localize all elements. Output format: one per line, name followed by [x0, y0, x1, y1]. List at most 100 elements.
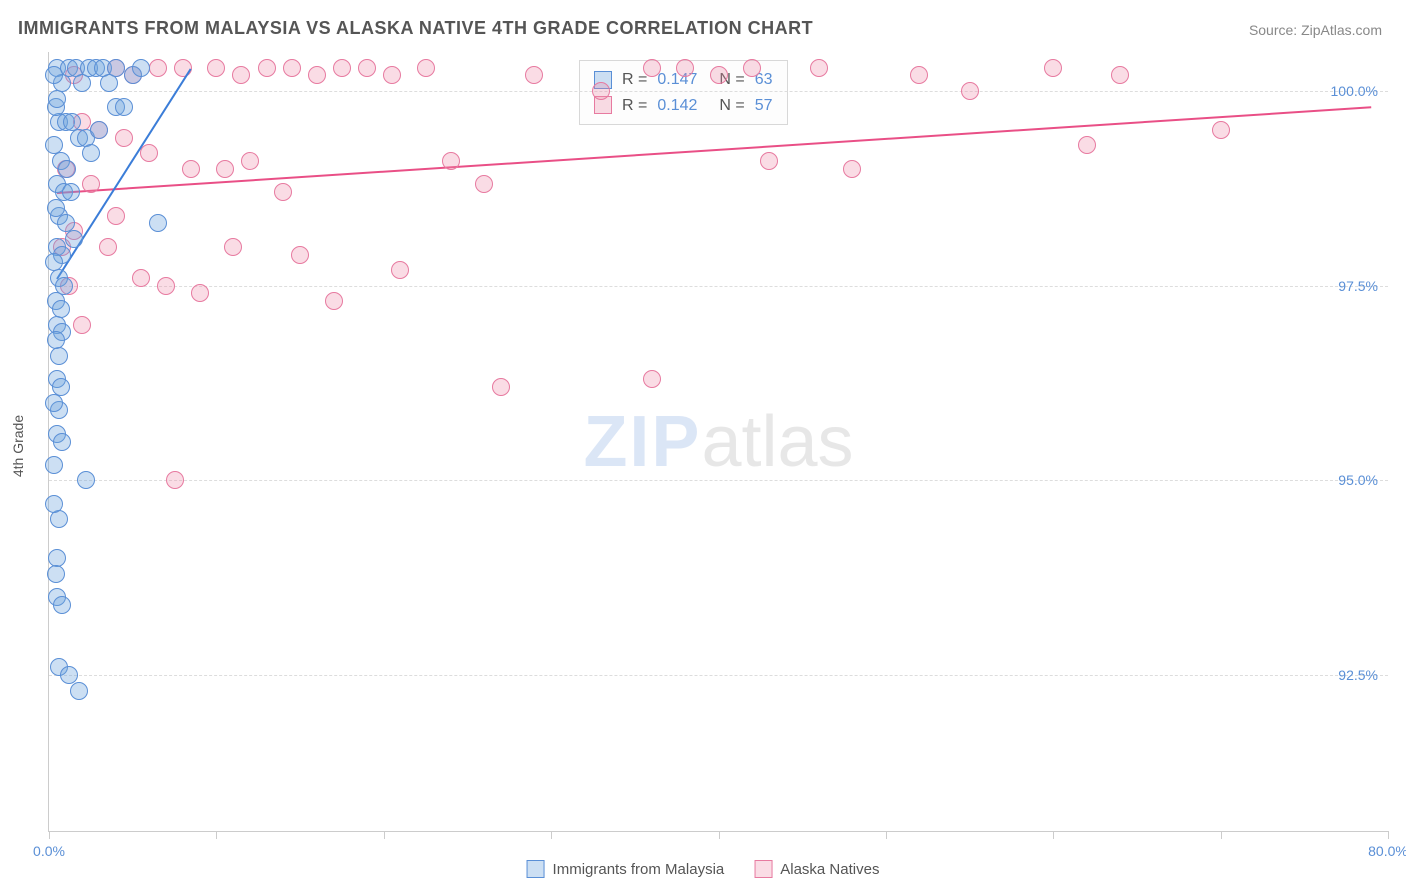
stats-legend-row: R =0.142N =57: [594, 93, 773, 119]
data-point: [743, 59, 761, 77]
data-point: [70, 682, 88, 700]
data-point: [475, 175, 493, 193]
data-point: [1078, 136, 1096, 154]
plot-area: ZIPatlas R =0.147N =63R =0.142N =57 92.5…: [48, 52, 1388, 832]
data-point: [492, 378, 510, 396]
data-point: [45, 394, 63, 412]
x-tick: [384, 831, 385, 839]
x-tick: [719, 831, 720, 839]
x-tick: [886, 831, 887, 839]
data-point: [45, 66, 63, 84]
data-point: [45, 253, 63, 271]
x-tick-label: 80.0%: [1368, 843, 1406, 859]
data-point: [50, 347, 68, 365]
y-axis-label: 4th Grade: [10, 415, 26, 477]
chart-container: IMMIGRANTS FROM MALAYSIA VS ALASKA NATIV…: [0, 0, 1406, 892]
data-point: [760, 152, 778, 170]
data-point: [62, 183, 80, 201]
data-point: [50, 510, 68, 528]
data-point: [191, 284, 209, 302]
gridline: [49, 286, 1388, 287]
data-point: [45, 495, 63, 513]
legend-n-label: N =: [719, 93, 744, 119]
data-point: [82, 175, 100, 193]
data-point: [843, 160, 861, 178]
data-point: [115, 98, 133, 116]
chart-title: IMMIGRANTS FROM MALAYSIA VS ALASKA NATIV…: [18, 18, 813, 39]
data-point: [157, 277, 175, 295]
data-point: [442, 152, 460, 170]
data-point: [166, 471, 184, 489]
data-point: [149, 214, 167, 232]
watermark: ZIPatlas: [583, 401, 853, 483]
data-point: [47, 331, 65, 349]
data-point: [358, 59, 376, 77]
legend-r-label: R =: [622, 93, 647, 119]
x-tick: [551, 831, 552, 839]
data-point: [77, 471, 95, 489]
data-point: [45, 456, 63, 474]
data-point: [232, 66, 250, 84]
data-point: [132, 59, 150, 77]
gridline: [49, 675, 1388, 676]
data-point: [207, 59, 225, 77]
data-point: [82, 144, 100, 162]
legend-item: Alaska Natives: [754, 860, 879, 878]
data-point: [224, 238, 242, 256]
legend-item: Immigrants from Malaysia: [527, 860, 725, 878]
data-point: [1212, 121, 1230, 139]
x-tick: [49, 831, 50, 839]
data-point: [140, 144, 158, 162]
data-point: [99, 238, 117, 256]
data-point: [73, 74, 91, 92]
data-point: [45, 136, 63, 154]
data-point: [47, 199, 65, 217]
data-point: [48, 90, 66, 108]
data-point: [149, 59, 167, 77]
x-tick: [1221, 831, 1222, 839]
data-point: [810, 59, 828, 77]
data-point: [592, 82, 610, 100]
legend-swatch: [754, 860, 772, 878]
data-point: [643, 59, 661, 77]
data-point: [383, 66, 401, 84]
gridline: [49, 480, 1388, 481]
data-point: [132, 269, 150, 287]
data-point: [107, 59, 125, 77]
data-point: [182, 160, 200, 178]
data-point: [710, 66, 728, 84]
watermark-atlas: atlas: [701, 402, 853, 482]
data-point: [417, 59, 435, 77]
data-point: [291, 246, 309, 264]
legend-series-name: Immigrants from Malaysia: [553, 861, 725, 878]
data-point: [643, 370, 661, 388]
data-point: [53, 433, 71, 451]
data-point: [107, 207, 125, 225]
data-point: [910, 66, 928, 84]
watermark-zip: ZIP: [583, 402, 701, 482]
x-tick: [216, 831, 217, 839]
legend-swatch: [527, 860, 545, 878]
x-tick: [1053, 831, 1054, 839]
data-point: [115, 129, 133, 147]
data-point: [1044, 59, 1062, 77]
data-point: [391, 261, 409, 279]
data-point: [47, 565, 65, 583]
data-point: [53, 596, 71, 614]
data-point: [90, 121, 108, 139]
y-tick-label: 95.0%: [1338, 472, 1378, 488]
data-point: [274, 183, 292, 201]
data-point: [73, 316, 91, 334]
gridline: [49, 91, 1388, 92]
data-point: [100, 74, 118, 92]
data-point: [676, 59, 694, 77]
data-point: [65, 230, 83, 248]
y-tick-label: 100.0%: [1331, 83, 1378, 99]
data-point: [1111, 66, 1129, 84]
legend-series-name: Alaska Natives: [780, 861, 879, 878]
data-point: [333, 59, 351, 77]
legend-n-value: 57: [755, 93, 773, 119]
data-point: [283, 59, 301, 77]
series-legend: Immigrants from Malaysia Alaska Natives: [527, 860, 880, 878]
data-point: [525, 66, 543, 84]
